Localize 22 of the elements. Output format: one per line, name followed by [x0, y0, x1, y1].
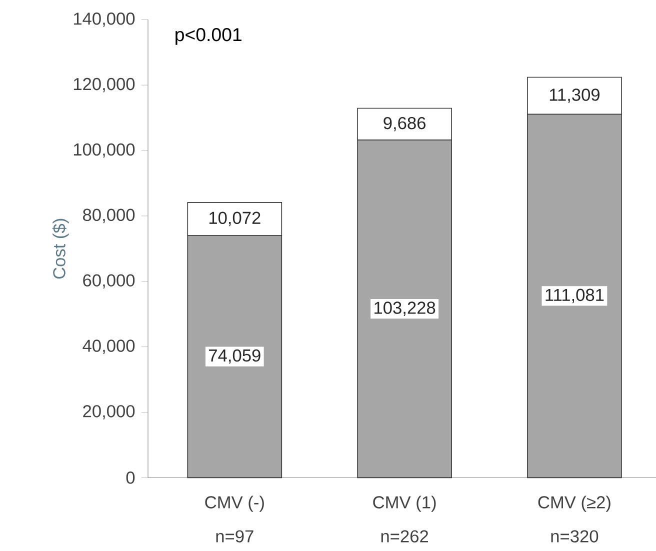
y-tick-label: 40,000 — [82, 340, 135, 354]
y-tick-label: 120,000 — [74, 78, 135, 92]
y-tick-label: 80,000 — [83, 208, 135, 224]
text: n=262 — [381, 530, 428, 542]
annotation: p<0.001 — [176, 28, 242, 45]
text: n=97 — [216, 530, 254, 542]
data-label: 11,309 — [550, 88, 600, 103]
x-tick-label: CMV (1) — [373, 496, 436, 512]
data-label: 103,228 — [374, 302, 436, 316]
text: n=320 — [551, 530, 598, 542]
data-label: 10,072 — [209, 212, 260, 226]
y-tick-label: 100,000 — [74, 143, 135, 158]
y-tick-label: 140,000 — [74, 12, 135, 27]
data-label: 9,686 — [384, 116, 426, 132]
data-label: 74,059 — [209, 349, 260, 364]
y-tick-label: 0 — [126, 472, 135, 484]
y-axis-title: Cost ($) — [52, 218, 69, 279]
y-tick-label: 60,000 — [83, 274, 135, 289]
x-tick-label: CMV (≥2) — [538, 496, 610, 512]
data-label: 111,081 — [546, 288, 604, 304]
x-tick-label: CMV (-) — [205, 496, 264, 512]
y-tick-label: 20,000 — [83, 405, 135, 420]
